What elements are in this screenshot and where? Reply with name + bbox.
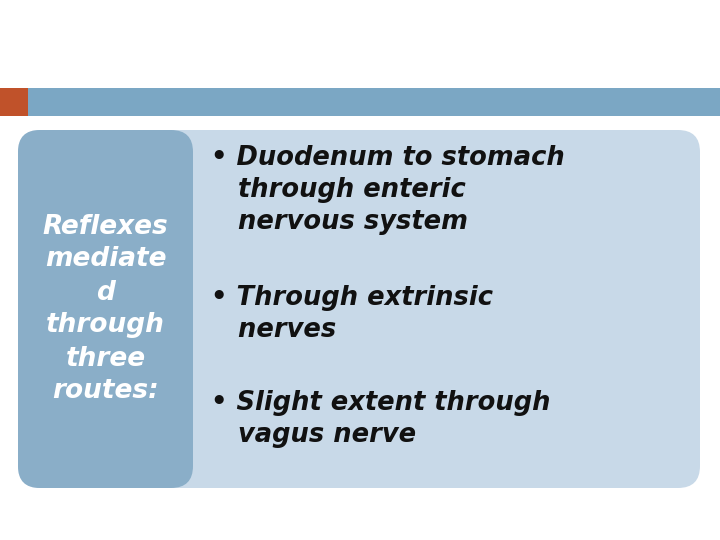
Bar	[0, 88, 720, 116]
FancyBboxPatch shape	[18, 130, 700, 488]
Text: • Through extrinsic
   nerves: • Through extrinsic nerves	[211, 285, 493, 343]
Text: • Slight extent through
   vagus nerve: • Slight extent through vagus nerve	[211, 390, 551, 448]
Text: • Duodenum to stomach
   through enteric
   nervous system: • Duodenum to stomach through enteric ne…	[211, 145, 564, 235]
FancyBboxPatch shape	[18, 130, 193, 488]
Bar	[0, 88, 28, 116]
Text: Reflexes
mediate
d
through
three
routes:: Reflexes mediate d through three routes:	[42, 213, 168, 404]
